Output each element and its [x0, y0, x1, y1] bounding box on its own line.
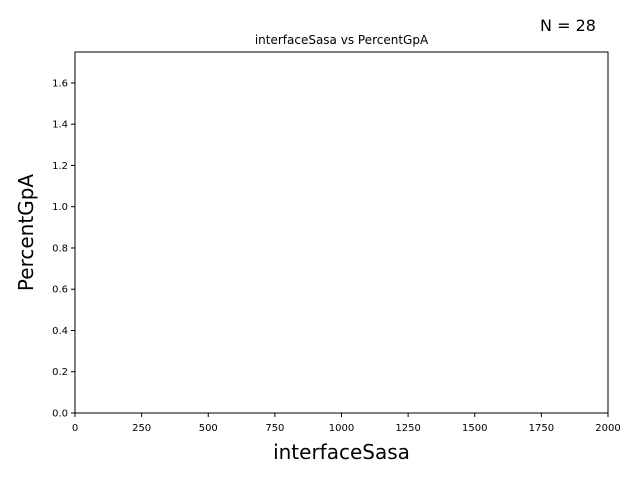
y-tick-label: 0.0	[52, 409, 68, 420]
plot-area	[74, 51, 609, 414]
x-axis-title: interfaceSasa	[273, 440, 410, 464]
y-tick-label: 0.8	[52, 243, 68, 254]
x-tick-label: 250	[132, 423, 151, 434]
x-tick-label: 0	[72, 423, 78, 434]
y-tick-label: 1.4	[52, 120, 68, 131]
y-axis-ticks: 0.0 0.2 0.4 0.6 0.8 1.0 1.2 1.4 1.6	[52, 78, 75, 420]
x-tick-label: 1500	[462, 423, 487, 434]
x-axis-ticks: 0 250 500 750 1000 1250 1500 1750 2000	[72, 413, 621, 434]
sample-count-annotation: N = 28	[540, 16, 596, 35]
x-tick-label: 750	[265, 423, 284, 434]
y-tick-label: 0.6	[52, 285, 68, 296]
x-tick-label: 1750	[529, 423, 554, 434]
x-tick-label: 2000	[595, 423, 620, 434]
y-tick-label: 1.2	[52, 161, 68, 172]
x-tick-label: 500	[199, 423, 218, 434]
chart-title: interfaceSasa vs PercentGpA	[255, 33, 429, 47]
x-tick-label: 1250	[395, 423, 420, 434]
y-axis-title: PercentGpA	[14, 174, 38, 291]
y-tick-label: 0.2	[52, 367, 68, 378]
x-tick-label: 1000	[329, 423, 354, 434]
y-tick-label: 0.4	[52, 326, 68, 337]
y-tick-label: 1.6	[52, 78, 68, 89]
y-tick-label: 1.0	[52, 202, 68, 213]
